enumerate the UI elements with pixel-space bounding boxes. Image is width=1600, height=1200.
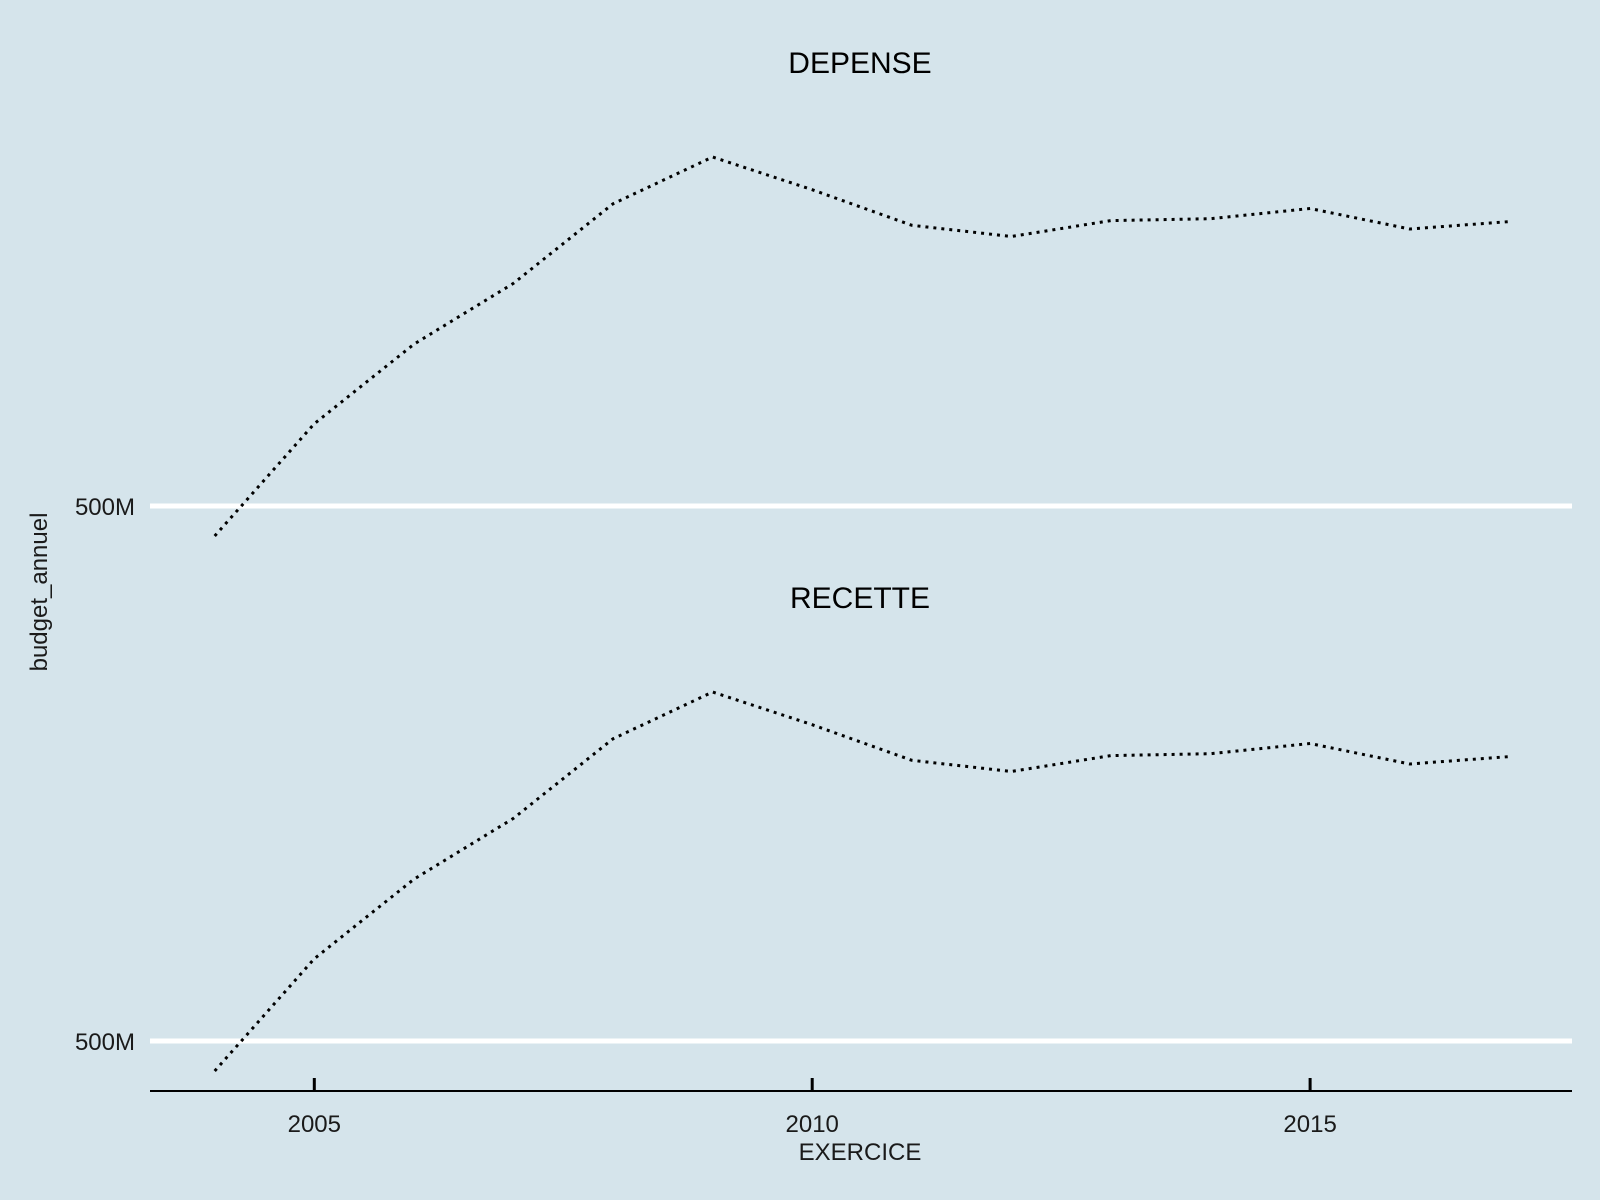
panel-recette: RECETTE 500M (75, 582, 1572, 1072)
x-tick-label-2005: 2005 (288, 1111, 341, 1138)
panel-title-depense: DEPENSE (788, 47, 931, 80)
series-line-depense (213, 155, 1510, 537)
x-axis-ticks: 2005 2010 2015 (288, 1078, 1337, 1138)
y-axis-title: budget_annuel (26, 513, 53, 672)
x-tick-label-2015: 2015 (1283, 1111, 1336, 1138)
series-line-recette (213, 690, 1510, 1072)
panel-depense: DEPENSE 500M (75, 47, 1572, 537)
panel-title-recette: RECETTE (790, 582, 930, 615)
x-tick-label-2010: 2010 (786, 1111, 839, 1138)
y-tick-label-recette: 500M (75, 1029, 135, 1056)
x-axis-title: EXERCICE (799, 1139, 922, 1166)
y-tick-label-depense: 500M (75, 494, 135, 521)
